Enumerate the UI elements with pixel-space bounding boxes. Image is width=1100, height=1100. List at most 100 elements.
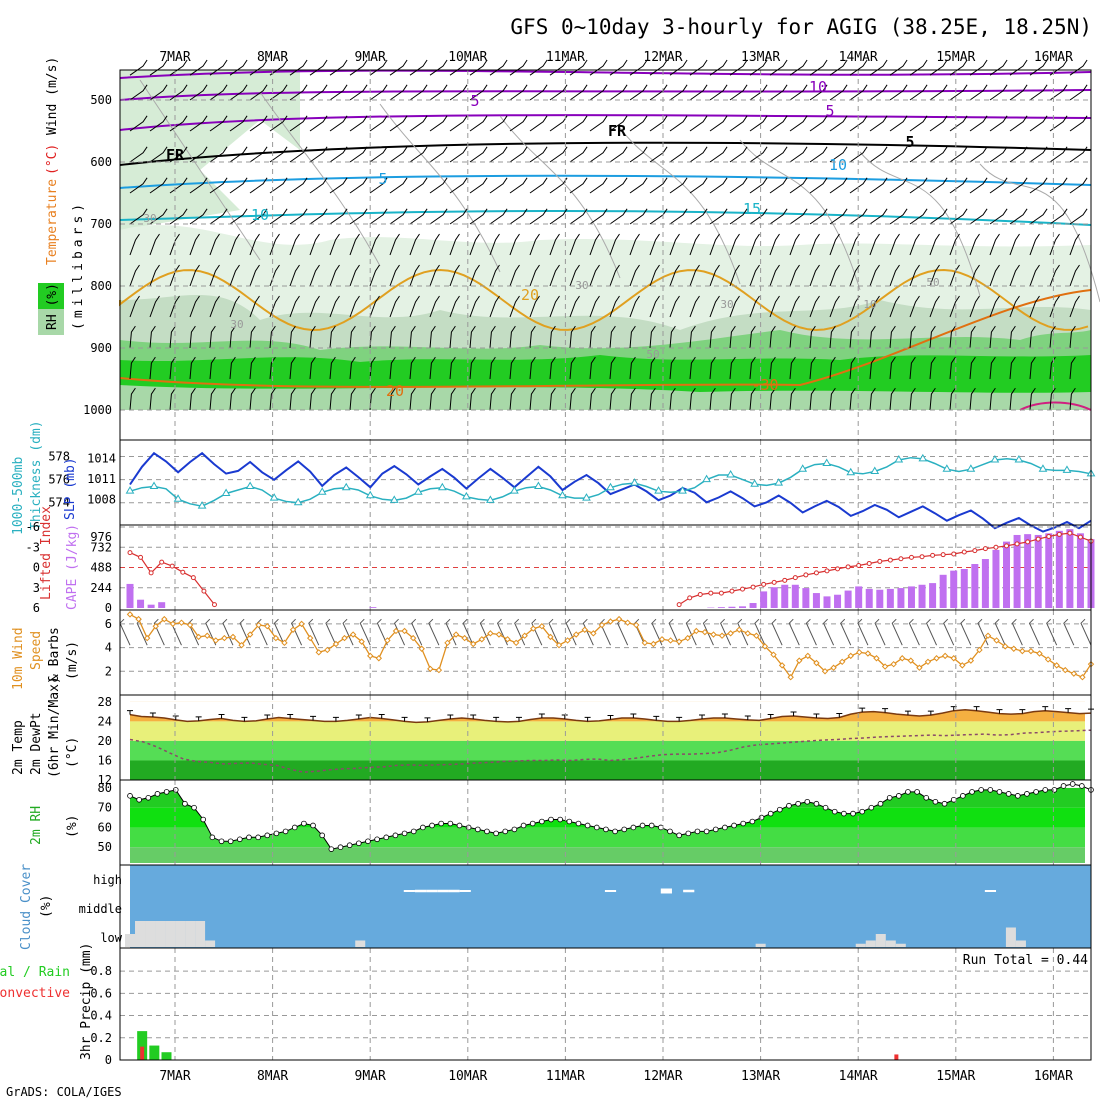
wind-speed-marker (306, 634, 314, 642)
wind-speed-marker (1062, 666, 1069, 674)
thickness-marker (654, 486, 663, 494)
wind-barb (989, 295, 1000, 318)
wind-barb (729, 59, 748, 76)
temperature-axis-label: Temperature (45, 179, 60, 265)
cape-bar (1003, 541, 1011, 608)
axis-tick-label: 1008 (87, 493, 116, 507)
date-label-bottom: 8MAR (257, 1069, 288, 1084)
cape-bar (1076, 533, 1084, 608)
rh-marker (1079, 783, 1085, 789)
axis-tick-label: 0.6 (90, 986, 112, 1000)
wind-speed-marker (607, 618, 614, 625)
contour-label: 10 (829, 156, 847, 174)
wind-speed-marker (521, 632, 528, 639)
temp-minmax-bar (401, 716, 408, 722)
wind-barb (629, 387, 636, 411)
wind-barb (669, 264, 680, 287)
rh-marker (282, 828, 289, 835)
wind-barb (569, 356, 576, 380)
wind-barb (969, 115, 988, 132)
wind-barb (289, 115, 308, 132)
wind-barb (409, 264, 420, 287)
wind-barb (249, 295, 260, 318)
cape-bar (1013, 534, 1021, 608)
wind-barb (129, 387, 136, 411)
wind10m-barb (737, 618, 749, 646)
thickness-marker (437, 482, 447, 491)
wind-barb (869, 295, 880, 318)
temp-minmax-bar (1019, 709, 1026, 714)
wind-barb (529, 387, 536, 411)
wind-barb (849, 387, 856, 411)
wind-barb (949, 177, 968, 194)
wind-speed-marker (186, 621, 194, 629)
li-marker (1014, 541, 1020, 547)
rh-marker (237, 836, 243, 843)
axis-tick-label: 50 (98, 840, 112, 854)
wind-barb (1069, 295, 1080, 318)
wind-speed-marker (675, 638, 683, 645)
cape-bar (939, 574, 947, 608)
wind-barb (1009, 295, 1020, 318)
rh-contour-thin (379, 103, 501, 273)
rh-marker (795, 800, 801, 807)
axis-tick-label: -6 (26, 520, 40, 534)
wind-barb (189, 177, 208, 194)
wind-barb (209, 84, 228, 101)
wind-barb (689, 387, 696, 411)
low-cloud-bar (124, 934, 136, 947)
wind-barb (629, 59, 648, 76)
temp-minmax-bar (836, 713, 843, 718)
wind-barb (1049, 295, 1060, 318)
temp2m-panel: 28 24 20 16 12 2m Temp 2m DewPt (6hr Min/Max… (11, 676, 1094, 787)
wind-barb (249, 59, 268, 76)
wind-barb (869, 59, 888, 76)
cape-bar (950, 570, 958, 608)
wind-speed-marker (658, 636, 666, 643)
axis-tick-label: 976 (90, 530, 112, 544)
wind-barb (269, 295, 280, 318)
li-marker (898, 556, 904, 562)
wind10m-barb (136, 618, 148, 646)
wind-barb (389, 115, 408, 132)
rh-line (129, 783, 1092, 850)
wind-barb (729, 325, 736, 349)
wind-barb (729, 387, 736, 411)
wind-barb (629, 233, 640, 256)
wind-speed-marker (890, 660, 897, 668)
li-marker (1056, 531, 1062, 537)
rh-marker (401, 830, 408, 837)
wind-barb (469, 387, 476, 411)
thickness-marker (1038, 464, 1048, 472)
wind-speed-marker (864, 650, 872, 657)
contour-label: 5 (905, 133, 914, 151)
wind-speed-marker (384, 637, 391, 644)
temp-band-20-24 (130, 721, 1085, 741)
wind-barb (789, 233, 800, 256)
wind-barb (249, 177, 268, 194)
wind-barb (749, 387, 756, 411)
li-marker (951, 551, 957, 557)
wind10m-barb (908, 618, 920, 646)
wind-barb (409, 115, 428, 132)
rh2m-axis-label: 2m RH (29, 806, 44, 845)
wind-barb (189, 115, 208, 132)
wind-barb (309, 264, 320, 287)
axis-tick-label: 0 (33, 561, 40, 575)
wind-barb (409, 177, 428, 194)
wind-barb (809, 233, 820, 256)
cape-bar (981, 559, 989, 608)
wind-barb (509, 325, 516, 349)
wind-barb (169, 115, 188, 132)
wind-barb (189, 208, 208, 225)
wind-barb (569, 264, 580, 287)
wind-barb (609, 387, 616, 411)
wind10m-barb (720, 618, 732, 646)
wind-barb (549, 356, 556, 380)
wind-barb (589, 208, 608, 225)
temp-minmax-bar (584, 716, 591, 722)
rh-marker (786, 802, 792, 809)
li-marker (1046, 533, 1052, 539)
temp-minmax-bar (744, 715, 751, 720)
wind-speed-marker (530, 625, 537, 632)
